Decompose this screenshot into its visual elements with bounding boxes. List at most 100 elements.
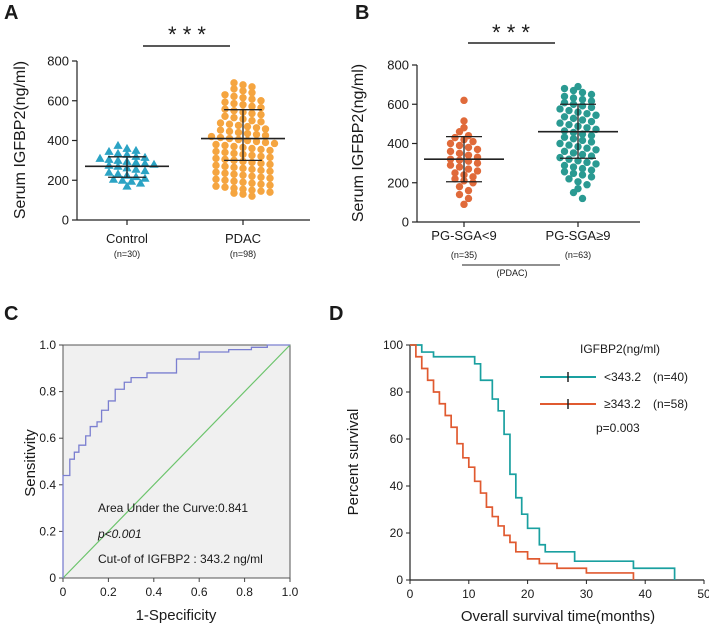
panel-b-point <box>565 141 573 149</box>
panel-a-point <box>239 101 247 109</box>
panel-a-point <box>221 148 229 157</box>
panel-b-point <box>455 156 464 164</box>
panel-a-point <box>131 172 141 181</box>
panel-a-point <box>216 133 225 142</box>
panel-a-point <box>239 157 247 166</box>
panel-b-point <box>560 161 569 170</box>
panel-a-point <box>248 144 256 153</box>
panel-d-ytick-label: 20 <box>390 526 404 540</box>
panel-a-point <box>230 79 238 87</box>
panel-a-point <box>212 168 220 176</box>
panel-b-point <box>464 165 473 173</box>
panel-b-point <box>469 173 477 181</box>
panel-a-group-pdac-n: (n=98) <box>230 249 256 259</box>
panel-a-point <box>248 83 256 91</box>
panel-a-point <box>104 154 114 163</box>
panel-a-point <box>266 188 274 196</box>
panel-d-legend-title: IGFBP2(ng/ml) <box>580 342 660 356</box>
panel-a-ylabel: Serum IGFBP2(ng/ml) <box>12 61 29 219</box>
panel-a-point <box>131 164 141 173</box>
panel-d-label: D <box>329 303 343 325</box>
panel-a-point <box>248 172 256 180</box>
panel-b-point <box>556 139 564 148</box>
panel-a-point <box>221 98 229 106</box>
panel-a-point <box>234 135 243 144</box>
panel-b-point <box>446 139 455 148</box>
panel-a-point <box>248 179 256 187</box>
panel-d-curves <box>410 344 676 580</box>
panel-a-point <box>239 81 247 89</box>
panel-a-point <box>104 146 114 155</box>
panel-a-point <box>122 149 132 158</box>
panel-c-ytick-label: 0 <box>49 571 56 585</box>
panel-a-point <box>257 180 265 188</box>
panel-a-point <box>212 161 220 170</box>
panel-b-significance: * * * <box>492 20 530 45</box>
panel-a-point <box>216 126 225 134</box>
panel-b-point <box>451 175 459 183</box>
panel-a-point <box>261 138 270 147</box>
panel-a-point <box>225 127 234 136</box>
panel-a-point <box>248 102 256 111</box>
panel-b-point <box>578 136 587 145</box>
panel-a-point <box>230 149 238 158</box>
panel-a-point <box>248 165 256 174</box>
panel-a-point <box>243 122 252 131</box>
panel-d-ylabel: Percent survival <box>345 409 362 516</box>
panel-d-curve-high <box>410 344 635 580</box>
panel-d-xtick-label: 50 <box>697 587 709 601</box>
panel-c-ytick-label: 0.2 <box>39 524 56 538</box>
panel-a-point <box>248 151 256 160</box>
panel-b-point <box>578 116 587 124</box>
panel-b-point <box>455 141 464 150</box>
panel-b-point <box>569 163 578 171</box>
panel-b-point <box>583 158 591 167</box>
panel-b-point <box>560 133 569 141</box>
panel-b-point <box>446 147 455 156</box>
panel-a-ytick-label: 600 <box>47 93 69 108</box>
panel-b-point <box>455 149 464 158</box>
panel-a-ytick-label: 0 <box>62 213 69 228</box>
panel-b-point <box>574 157 582 165</box>
panel-a-point <box>252 130 261 139</box>
panel-a-point <box>212 175 220 183</box>
panel-b-points <box>424 82 618 209</box>
panel-a-point <box>135 178 146 187</box>
panel-a-point <box>131 151 141 160</box>
panel-a-point <box>230 106 238 115</box>
panel-d-xtick-label: 10 <box>462 587 476 601</box>
panel-b-point <box>587 90 596 99</box>
panel-d-xtick-label: 30 <box>580 587 594 601</box>
panel-a-point <box>266 160 274 169</box>
panel-a-point <box>239 87 247 95</box>
panel-b-point <box>560 98 569 107</box>
panel-a-point <box>248 89 256 97</box>
panel-a-point <box>212 147 220 156</box>
panel-b-point <box>569 149 578 157</box>
panel-a-point <box>243 129 252 138</box>
panel-c-xtick-label: 0.6 <box>191 585 208 599</box>
panel-b-point <box>460 200 468 209</box>
panel-a-point <box>140 158 150 167</box>
panel-a-point <box>266 146 274 155</box>
panel-d-legend-n-high: (n=58) <box>653 397 688 411</box>
panel-a-point <box>257 166 265 175</box>
panel-a-point <box>117 175 128 184</box>
panel-c-reference-line <box>62 344 291 579</box>
panel-a-point <box>257 110 265 119</box>
panel-c-ytick-label: 1.0 <box>39 338 56 352</box>
panel-b-point <box>592 146 600 154</box>
panel-a-point <box>113 169 123 178</box>
panel-b-point <box>587 173 596 181</box>
panel-a-point <box>221 176 229 184</box>
panel-a-point <box>257 97 265 105</box>
panel-a-point <box>266 174 274 182</box>
panel-b-point <box>473 159 482 167</box>
panel-a-point <box>239 94 247 102</box>
panel-a-point <box>95 153 105 162</box>
panel-d-axis: 0 10 20 30 40 50 0 20 40 60 80 100 <box>383 338 709 601</box>
panel-b-point <box>587 131 596 140</box>
panel-a-point <box>230 113 238 122</box>
panel-b-point <box>587 117 596 126</box>
panel-c-label: C <box>4 303 18 325</box>
